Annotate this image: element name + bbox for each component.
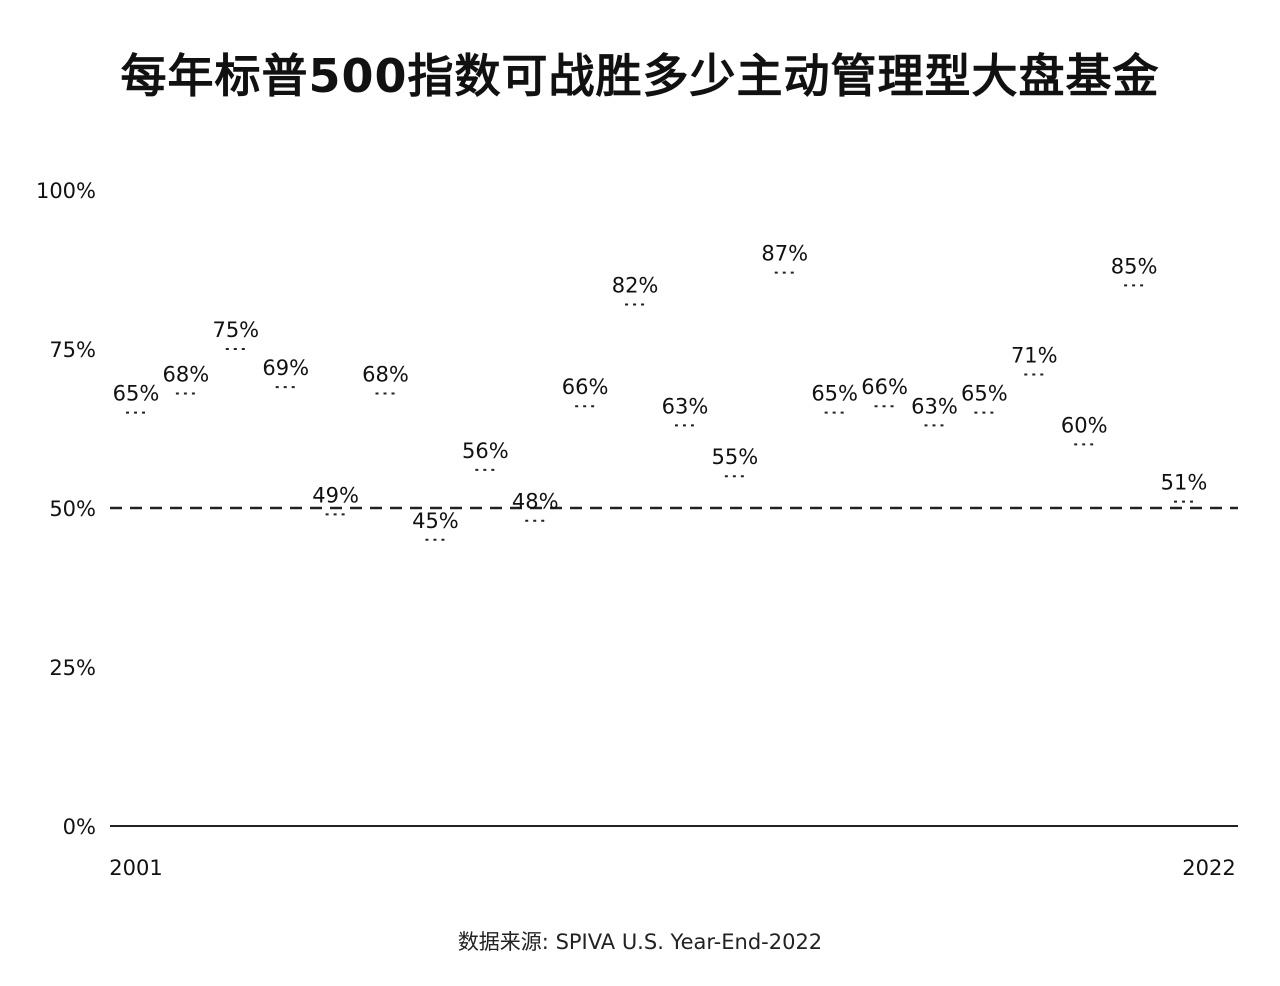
chart-title: 每年标普500指数可战胜多少主动管理型大盘基金: [120, 49, 1160, 103]
data-label: 49%: [312, 483, 359, 507]
x-tick-label: 2001: [109, 856, 162, 880]
y-tick-label: 0%: [63, 815, 96, 839]
data-marks: [126, 271, 1194, 541]
y-axis: 0% 25% 50% 75% 100%: [36, 179, 96, 839]
y-tick-label: 100%: [36, 179, 96, 203]
data-label: 66%: [562, 375, 609, 399]
data-label: 48%: [512, 490, 559, 514]
data-label: 85%: [1111, 254, 1158, 278]
y-tick-label: 25%: [49, 656, 96, 680]
data-label: 65%: [113, 382, 160, 406]
data-label: 65%: [811, 382, 858, 406]
data-label: 65%: [961, 382, 1008, 406]
data-label: 56%: [462, 439, 509, 463]
x-tick-label: 2022: [1182, 856, 1235, 880]
source-note: 数据来源: SPIVA U.S. Year-End-2022: [457, 930, 823, 954]
data-label: 63%: [911, 394, 958, 418]
data-label: 69%: [262, 356, 309, 380]
y-tick-label: 75%: [49, 338, 96, 362]
data-label: 68%: [163, 363, 210, 387]
x-axis: 2001 2022: [109, 825, 1238, 880]
data-label: 71%: [1011, 343, 1058, 367]
data-labels: 65%68%75%69%49%68%45%56%48%66%82%63%55%8…: [113, 242, 1208, 533]
data-label: 68%: [362, 363, 409, 387]
data-label: 60%: [1061, 413, 1108, 437]
data-label: 55%: [712, 445, 759, 469]
data-label: 66%: [861, 375, 908, 399]
data-label: 87%: [761, 242, 808, 266]
data-label: 51%: [1161, 471, 1208, 495]
data-label: 45%: [412, 509, 459, 533]
y-tick-label: 50%: [49, 497, 96, 521]
data-label: 63%: [662, 394, 709, 418]
data-label: 75%: [212, 318, 259, 342]
data-label: 82%: [612, 273, 659, 297]
